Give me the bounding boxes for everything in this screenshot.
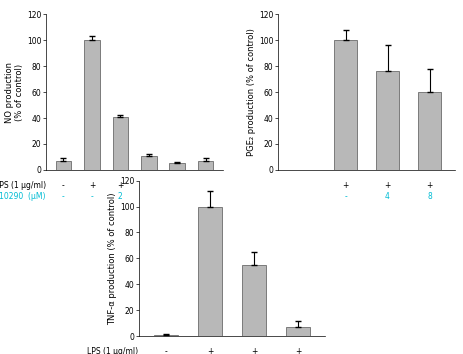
Text: +: +	[206, 347, 213, 354]
Text: -: -	[301, 181, 304, 190]
Y-axis label: TNF-α production (% of control): TNF-α production (% of control)	[108, 192, 117, 325]
Bar	[113, 117, 128, 170]
Text: +: +	[202, 181, 208, 190]
Bar	[241, 265, 266, 336]
Text: 8: 8	[426, 192, 431, 201]
Text: +: +	[174, 181, 180, 190]
Bar	[197, 206, 222, 336]
Text: 4: 4	[146, 192, 151, 201]
Y-axis label: PGE₂ production (% of control): PGE₂ production (% of control)	[247, 28, 256, 156]
Text: +: +	[117, 181, 123, 190]
Bar	[417, 92, 440, 170]
Text: +: +	[250, 347, 257, 354]
Text: +: +	[294, 347, 301, 354]
Text: -: -	[344, 192, 346, 201]
Bar	[141, 156, 156, 170]
Text: DWN10290  (μM): DWN10290 (μM)	[212, 192, 277, 201]
Bar	[197, 161, 213, 170]
Text: LPS (1 μg/ml): LPS (1 μg/ml)	[0, 181, 46, 190]
Bar	[169, 164, 185, 170]
Text: -: -	[62, 181, 65, 190]
Text: +: +	[383, 181, 390, 190]
Text: LPS (1 μg/ml): LPS (1 μg/ml)	[87, 347, 138, 354]
Text: +: +	[145, 181, 152, 190]
Text: 2: 2	[118, 192, 122, 201]
Bar	[333, 40, 357, 170]
Text: 8: 8	[175, 192, 179, 201]
Text: -: -	[301, 192, 304, 201]
Text: DWN10290  (μM): DWN10290 (μM)	[0, 192, 46, 201]
Text: -: -	[90, 192, 93, 201]
Text: +: +	[342, 181, 348, 190]
Bar	[84, 40, 100, 170]
Text: +: +	[88, 181, 95, 190]
Bar	[375, 71, 398, 170]
Text: LPS (1 μg/ml): LPS (1 μg/ml)	[226, 181, 277, 190]
Text: 4: 4	[384, 192, 389, 201]
Bar	[56, 161, 71, 170]
Text: -: -	[62, 192, 65, 201]
Bar	[286, 327, 310, 336]
Text: 12: 12	[200, 192, 210, 201]
Text: -: -	[164, 347, 167, 354]
Bar	[153, 335, 177, 336]
Y-axis label: NO production
(% of control): NO production (% of control)	[5, 62, 24, 122]
Text: +: +	[425, 181, 432, 190]
